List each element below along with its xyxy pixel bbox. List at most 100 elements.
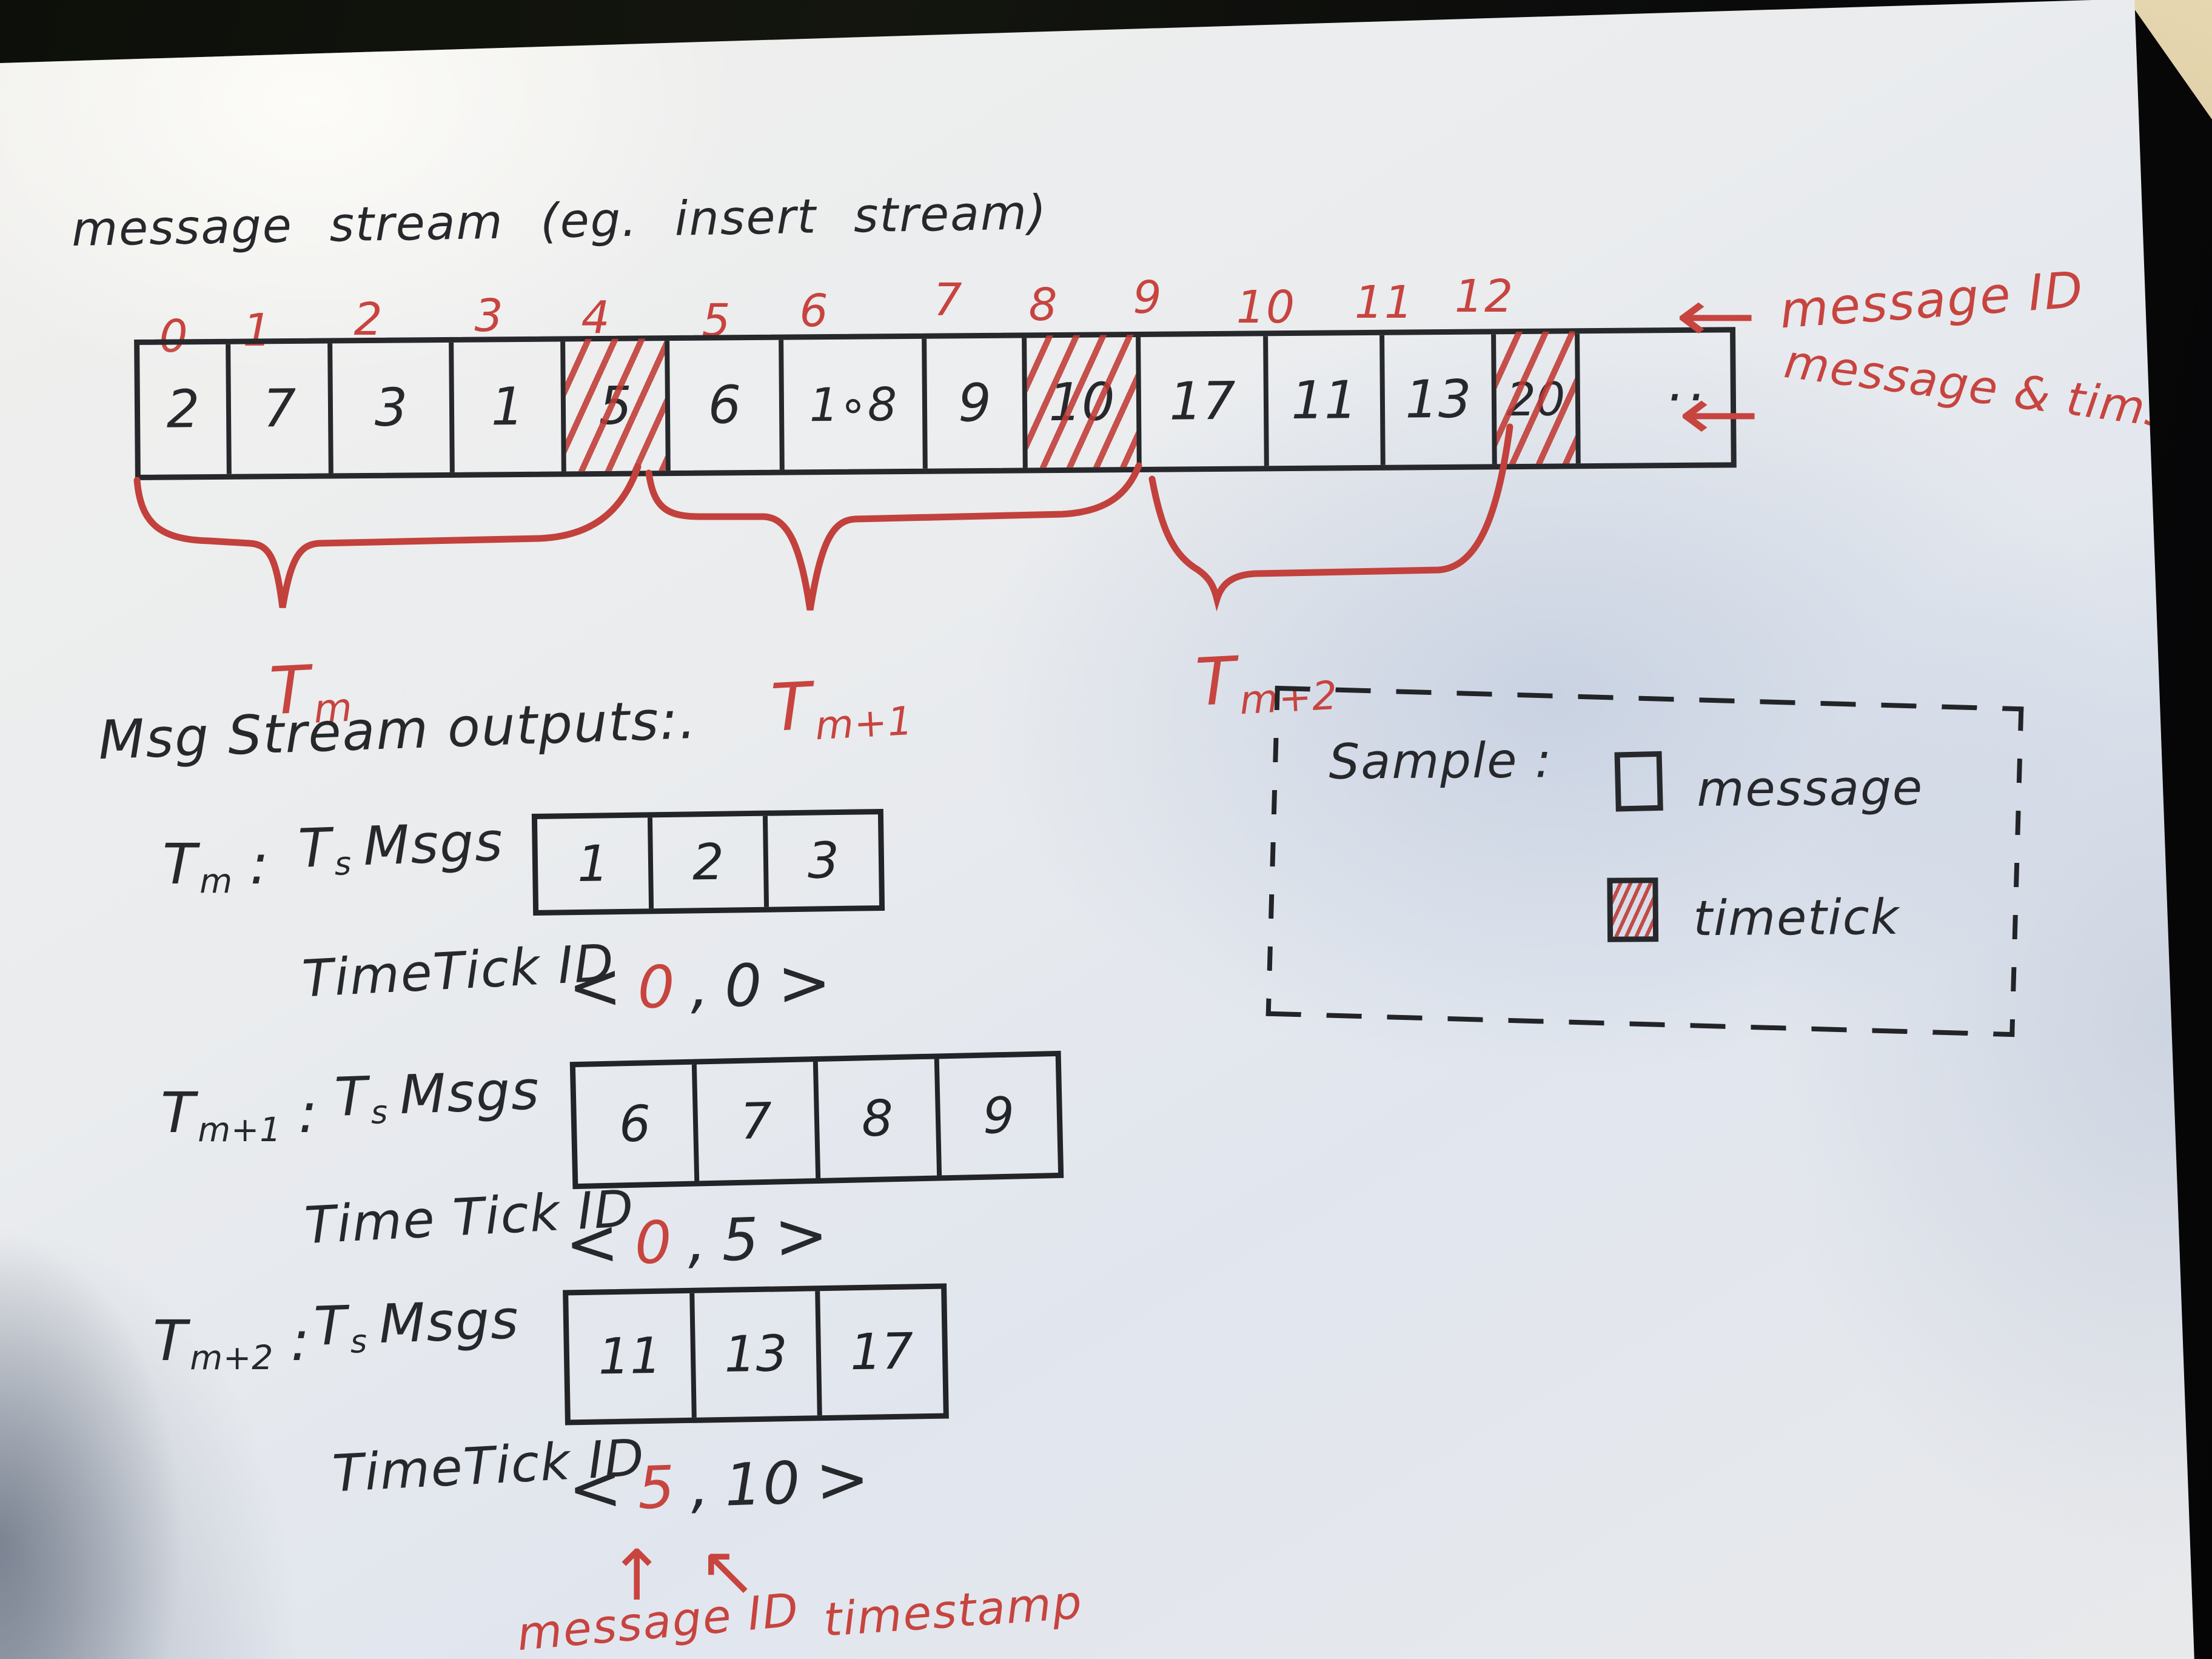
- stream-cell-value: 6: [708, 375, 742, 436]
- message-stream-array: 2 7 3 1 5 6 1∘8 9 10 17 11 13 20 ··: [134, 327, 1794, 480]
- message-swatch-icon: [1614, 751, 1663, 812]
- brace-label-base: T: [769, 668, 815, 747]
- page-title: message stream (eg. insert stream): [71, 185, 1048, 258]
- row-label-colon: :: [298, 1081, 319, 1145]
- brace-label-tm1: Tm+1: [769, 663, 914, 751]
- left-arrow-icon: ←: [1678, 372, 1762, 457]
- ts-base: T: [297, 816, 333, 880]
- row-label-sub: m+2: [190, 1339, 274, 1378]
- stream-cell-timetick: 5: [560, 341, 666, 472]
- stream-cell-value: 9: [957, 372, 992, 434]
- tick-comma: ,: [686, 1207, 709, 1276]
- stream-index-label: 7: [933, 274, 964, 326]
- angle-open: <: [567, 948, 624, 1024]
- msgs-cell: 8: [813, 1059, 937, 1179]
- ts-base: T: [333, 1064, 370, 1128]
- stream-cell-value: 7: [263, 378, 297, 440]
- stream-cell-value: 20: [1506, 371, 1566, 426]
- tick-timestamp: 10: [723, 1449, 803, 1520]
- row-label-colon: :: [249, 832, 270, 897]
- msgs-cell: 9: [934, 1056, 1059, 1176]
- stream-cell-message: 2: [139, 344, 227, 475]
- ts-sub: s: [370, 1093, 389, 1131]
- brace-tm: [133, 463, 642, 608]
- message-id-annotation: message ID: [1778, 261, 2086, 340]
- legend-timetick-label: timetick: [1693, 888, 1900, 947]
- msgs-cell: 2: [647, 816, 765, 909]
- stream-index-label: 8: [1028, 279, 1059, 331]
- msgs-cell: 7: [691, 1062, 816, 1181]
- angle-close: >: [777, 945, 833, 1021]
- tick-msg-id: 0: [633, 1208, 674, 1278]
- timetick-id-value: <0, 5 >: [557, 1197, 838, 1281]
- msgs-cell: 13: [689, 1291, 818, 1418]
- row-label-colon: :: [290, 1309, 311, 1373]
- stream-cell-value: 1: [491, 376, 525, 438]
- legend-title-colon: :: [1535, 732, 1553, 789]
- angle-close: >: [814, 1441, 872, 1518]
- stream-cell-value: 13: [1404, 369, 1472, 431]
- brace-label-sub: m+1: [814, 699, 914, 749]
- ts-msgs-box-tm2: 11 13 17: [563, 1283, 949, 1426]
- stream-cell-timetick: 20: [1491, 333, 1576, 464]
- msgs-word: Msgs: [378, 1288, 521, 1356]
- msgs-cell: 6: [618, 1094, 652, 1153]
- msgs-cell: 1: [577, 834, 609, 893]
- stream-index-label: 5: [702, 295, 732, 347]
- legend-dashed-border-bottom: [1265, 1011, 2015, 1037]
- row-label-tm2: Tm+2:: [153, 1309, 310, 1378]
- up-arrow-icon: ↑: [608, 1535, 668, 1617]
- stream-index-label: 11: [1354, 276, 1415, 329]
- left-arrow-icon: ←: [1675, 274, 1759, 358]
- legend-dashed-border-right: [2009, 706, 2024, 1037]
- ts-msgs-label: Ts Msgs: [297, 810, 504, 884]
- ts-msgs-label: Ts Msgs: [333, 1059, 541, 1133]
- message-id-note: message ID: [515, 1582, 802, 1659]
- stream-index-label: 4: [581, 292, 611, 344]
- angle-close: >: [773, 1197, 831, 1274]
- stream-cell-value: 1∘8: [809, 377, 897, 432]
- angle-open: <: [563, 1204, 622, 1281]
- ts-sub: s: [349, 1322, 369, 1361]
- stream-cell-message: 9: [922, 338, 1023, 469]
- stream-index-label: 0: [159, 310, 189, 363]
- stream-index-label: 3: [474, 290, 504, 342]
- ts-msgs-box-tm1: 6 7 8 9: [569, 1050, 1064, 1190]
- legend-title-word: Sample: [1329, 732, 1518, 790]
- message-timestamp-annotation: message & timstamp: [1781, 334, 2212, 455]
- ts-msgs-label: Ts Msgs: [313, 1288, 520, 1362]
- tick-comma: ,: [689, 1452, 712, 1521]
- stream-index-label: 2: [354, 293, 384, 346]
- timetick-swatch-icon: [1607, 877, 1659, 942]
- msgs-cell: 17: [815, 1289, 943, 1416]
- row-label-base: T: [153, 1309, 189, 1373]
- outputs-heading: Msg Stream outputs:.: [97, 688, 699, 772]
- row-label-tm: Tm:: [163, 832, 270, 901]
- tick-msg-id: 0: [637, 953, 677, 1022]
- legend-dashed-border-top: [1275, 685, 2024, 712]
- tick-comma: ,: [689, 952, 711, 1021]
- stream-cell-value: 2: [166, 379, 200, 440]
- stream-index-label: 12: [1454, 270, 1515, 323]
- legend-box: Sample: message timetick: [1265, 685, 2024, 1037]
- stream-cell-message: 3: [327, 342, 450, 474]
- stream-cell-value: 3: [374, 377, 408, 438]
- stream-cell-value: 11: [1290, 370, 1358, 432]
- row-label-base: T: [161, 1081, 196, 1145]
- legend-message-label: message: [1697, 759, 1924, 817]
- stream-cell-message: 13: [1379, 334, 1492, 465]
- stream-cell-message: 1∘8: [779, 338, 923, 470]
- row-label-sub: m+1: [198, 1111, 282, 1150]
- row-label-tm1: Tm+1:: [161, 1081, 318, 1150]
- timetick-id-value: <5, 10 >: [560, 1441, 879, 1526]
- stream-cell-message: 1: [449, 341, 561, 472]
- angle-open: <: [567, 1449, 625, 1526]
- timestamp-note: timestamp: [822, 1575, 1085, 1647]
- msgs-word: Msgs: [398, 1059, 541, 1127]
- tick-timestamp: 5: [720, 1205, 762, 1275]
- legend-dashed-border-left: [1265, 685, 1280, 1016]
- legend-title: Sample:: [1329, 732, 1553, 790]
- brace-tm1: [645, 462, 1142, 611]
- stream-index-label: 10: [1236, 281, 1296, 333]
